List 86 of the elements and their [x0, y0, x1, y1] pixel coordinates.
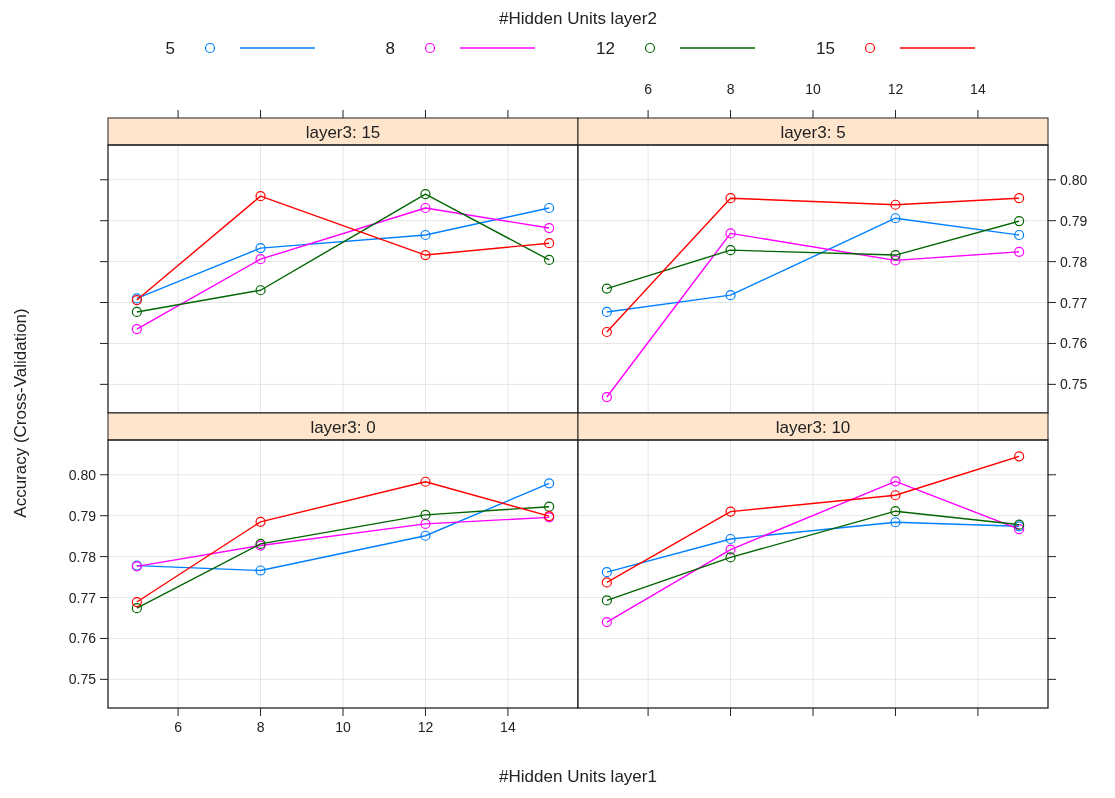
y-axis-title: Accuracy (Cross-Validation) [11, 308, 30, 518]
y-tick-label: 0.78 [68, 548, 97, 565]
point [255, 254, 266, 265]
point [725, 533, 736, 545]
point [255, 565, 266, 576]
x-tick-label: 14 [970, 81, 986, 97]
x-tick-label: 8 [256, 719, 265, 735]
point [890, 249, 901, 261]
y-tick-label: 0.78 [1060, 253, 1088, 270]
x-tick-label: 12 [887, 81, 904, 97]
point [1014, 229, 1025, 241]
y-tick-label: 0.75 [1060, 376, 1088, 393]
x-tick-label: 6 [174, 719, 183, 735]
y-tick-label: 0.80 [68, 466, 97, 483]
point [601, 616, 612, 628]
point [725, 193, 736, 204]
point [131, 306, 142, 318]
x-tick-label: 6 [644, 81, 653, 97]
point [544, 254, 555, 266]
y-tick-label: 0.75 [68, 671, 97, 688]
point [1014, 216, 1025, 227]
point [890, 476, 901, 487]
point [890, 490, 901, 501]
y-tick-label: 0.76 [1060, 335, 1088, 352]
point [255, 243, 266, 254]
point [601, 577, 612, 588]
legend-label: 12 [596, 39, 615, 58]
point [544, 222, 555, 234]
point [890, 255, 901, 266]
y-tick-label: 0.79 [68, 507, 97, 524]
chart-title: layer3: 10 [775, 417, 851, 437]
legend-label: 15 [816, 39, 835, 58]
point [601, 283, 612, 294]
point [131, 324, 142, 335]
point [725, 228, 736, 239]
point [725, 245, 736, 256]
point [255, 191, 266, 202]
y-tick-label: 0.79 [1060, 212, 1088, 229]
point [255, 285, 266, 296]
point [890, 517, 901, 528]
chart-title: layer3: 0 [310, 417, 376, 437]
legend-title: #Hidden Units layer2 [499, 9, 657, 28]
chart-title: layer3: 5 [780, 122, 846, 142]
legend-label: 5 [165, 39, 175, 58]
point [544, 478, 555, 489]
point [420, 509, 431, 520]
point [420, 476, 431, 487]
x-tick-label: 10 [805, 81, 821, 97]
point [601, 306, 612, 318]
point [890, 213, 901, 224]
point [131, 596, 142, 608]
legend-label: 8 [385, 39, 395, 58]
x-axis-title: #Hidden Units layer1 [499, 767, 657, 786]
point [725, 290, 736, 301]
point [601, 391, 612, 403]
chart-title: layer3: 15 [305, 122, 381, 142]
point [420, 202, 431, 214]
point [420, 189, 431, 200]
x-tick-label: 10 [335, 719, 351, 735]
point [420, 518, 431, 529]
x-tick-label: 12 [417, 719, 434, 735]
point [420, 249, 431, 261]
point [890, 506, 901, 517]
point [601, 326, 612, 338]
point [601, 595, 612, 606]
point [544, 238, 555, 249]
point [1014, 246, 1025, 257]
point [255, 516, 266, 527]
point [131, 603, 142, 614]
point [601, 567, 612, 578]
point [725, 552, 736, 563]
point [890, 199, 901, 210]
y-tick-label: 0.76 [68, 630, 97, 647]
point [420, 530, 431, 541]
point [725, 544, 736, 555]
point [544, 202, 555, 214]
point [725, 506, 736, 517]
point [420, 229, 431, 241]
point [544, 501, 555, 512]
y-tick-label: 0.80 [1060, 171, 1088, 188]
point [1014, 451, 1025, 462]
point [1014, 193, 1025, 204]
y-tick-label: 0.77 [68, 589, 97, 606]
x-tick-label: 8 [726, 81, 735, 97]
x-tick-label: 14 [500, 719, 516, 735]
y-tick-label: 0.77 [1060, 294, 1088, 311]
